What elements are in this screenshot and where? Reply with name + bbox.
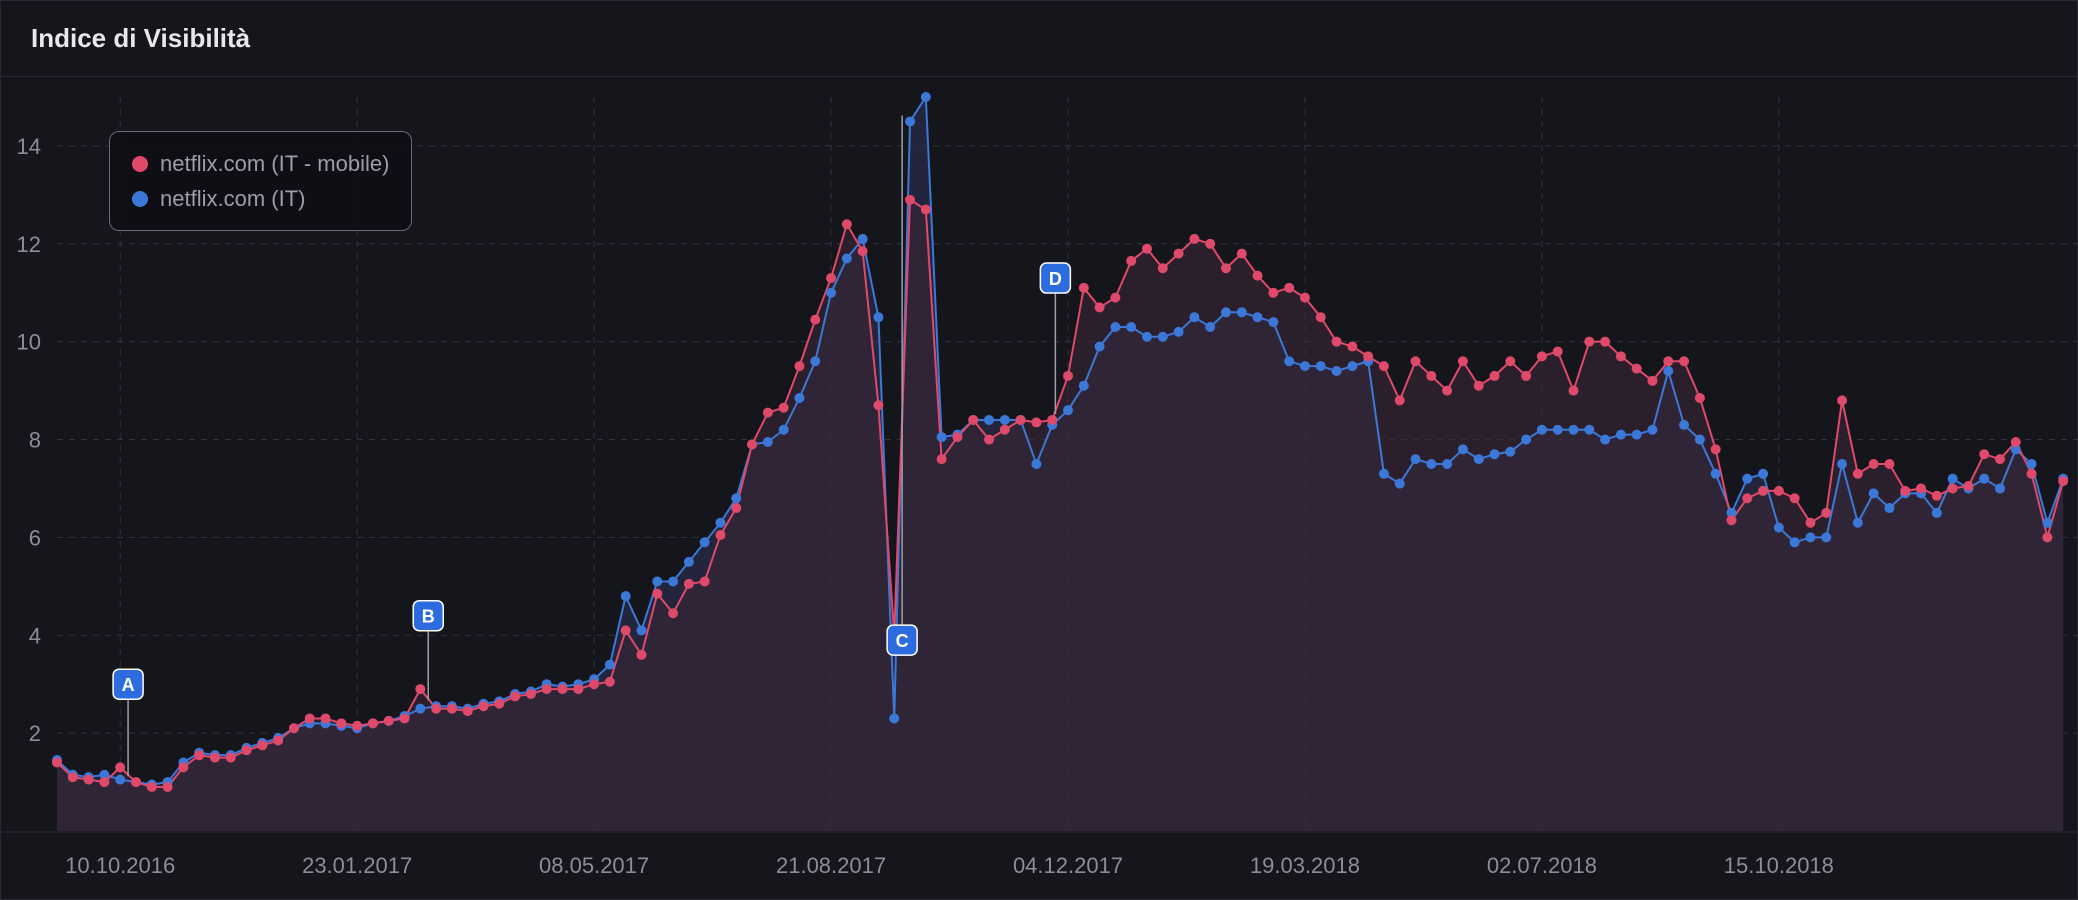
- svg-text:12: 12: [17, 232, 41, 257]
- legend-dot-desktop: [132, 191, 148, 207]
- legend-item-desktop[interactable]: netflix.com (IT): [132, 181, 389, 216]
- event-pin-b[interactable]: B: [413, 601, 443, 631]
- svg-text:6: 6: [29, 525, 41, 550]
- chart-area[interactable]: 2 4 6 8 10 12 14 10.10.2016 23.01.2017 08.05.2017…: [1, 77, 2077, 899]
- svg-text:8: 8: [29, 428, 41, 453]
- svg-text:4: 4: [29, 623, 41, 648]
- svg-text:2: 2: [29, 721, 41, 746]
- legend-item-mobile[interactable]: netflix.com (IT - mobile): [132, 146, 389, 181]
- svg-text:02.07.2018: 02.07.2018: [1487, 853, 1597, 878]
- svg-text:23.01.2017: 23.01.2017: [302, 853, 412, 878]
- chart-title: Indice di Visibilità: [31, 23, 2047, 54]
- event-pin-a[interactable]: A: [113, 669, 143, 699]
- chart-panel: Indice di Visibilità 2 4 6 8 10 12 14 10.10.201…: [0, 0, 2078, 900]
- svg-text:21.08.2017: 21.08.2017: [776, 853, 886, 878]
- svg-text:B: B: [422, 607, 435, 627]
- svg-text:04.12.2017: 04.12.2017: [1013, 853, 1123, 878]
- event-pin-c[interactable]: C: [887, 625, 917, 655]
- svg-text:D: D: [1049, 269, 1062, 289]
- legend[interactable]: netflix.com (IT - mobile) netflix.com (I…: [109, 131, 412, 231]
- svg-text:14: 14: [17, 134, 41, 159]
- svg-text:A: A: [122, 675, 135, 695]
- legend-label-desktop: netflix.com (IT): [160, 181, 305, 216]
- event-pin-d[interactable]: D: [1040, 263, 1070, 293]
- legend-label-mobile: netflix.com (IT - mobile): [160, 146, 389, 181]
- svg-text:19.03.2018: 19.03.2018: [1250, 853, 1360, 878]
- svg-text:10: 10: [17, 330, 41, 355]
- svg-text:10.10.2016: 10.10.2016: [65, 853, 175, 878]
- panel-header: Indice di Visibilità: [1, 1, 2077, 77]
- svg-text:08.05.2017: 08.05.2017: [539, 853, 649, 878]
- svg-text:C: C: [896, 631, 909, 651]
- legend-dot-mobile: [132, 156, 148, 172]
- svg-text:15.10.2018: 15.10.2018: [1724, 853, 1834, 878]
